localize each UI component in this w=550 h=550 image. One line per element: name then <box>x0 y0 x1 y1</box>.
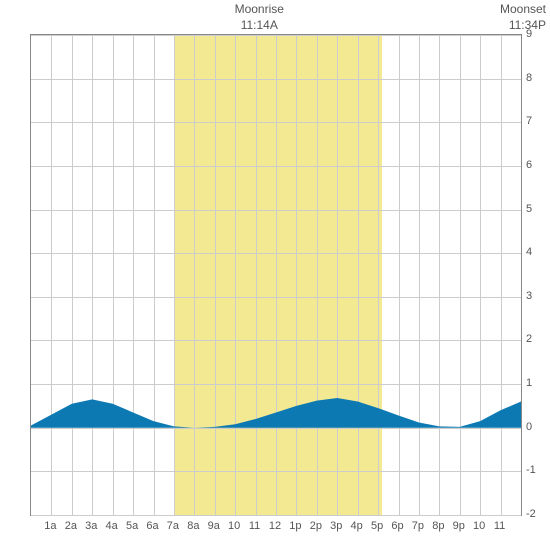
plot-area <box>30 34 522 516</box>
y-tick-label: 8 <box>526 72 532 84</box>
x-tick-label: 3p <box>330 520 342 532</box>
x-tick-label: 5p <box>371 520 383 532</box>
x-tick-label: 12 <box>269 520 281 532</box>
x-tick-label: 2a <box>65 520 77 532</box>
moonset-label: Moonset 11:34P <box>500 2 546 33</box>
y-tick-label: 4 <box>526 246 532 258</box>
x-tick-label: 7a <box>167 520 179 532</box>
moonset-time: 11:34P <box>500 18 546 34</box>
y-tick-label: 7 <box>526 115 532 127</box>
moonset-title: Moonset <box>500 2 546 18</box>
x-tick-label: 8p <box>432 520 444 532</box>
y-tick-label: 0 <box>526 421 532 433</box>
x-tick-label: 1a <box>44 520 56 532</box>
x-tick-label: 5a <box>126 520 138 532</box>
x-tick-label: 4a <box>106 520 118 532</box>
x-tick-label: 3a <box>85 520 97 532</box>
y-tick-label: 1 <box>526 377 532 389</box>
y-tick-label: 6 <box>526 159 532 171</box>
x-tick-label: 2p <box>310 520 322 532</box>
grid-line-h <box>31 515 521 516</box>
x-tick-label: 9a <box>208 520 220 532</box>
moonrise-title: Moonrise <box>229 2 289 18</box>
x-tick-label: 6a <box>146 520 158 532</box>
y-tick-label: 9 <box>526 28 532 40</box>
y-tick-label: 3 <box>526 290 532 302</box>
moonrise-label: Moonrise 11:14A <box>229 2 289 33</box>
x-tick-label: 4p <box>351 520 363 532</box>
x-tick-label: 1p <box>289 520 301 532</box>
tide-fill <box>31 398 521 428</box>
tide-area <box>31 35 521 515</box>
y-tick-label: 5 <box>526 203 532 215</box>
x-tick-label: 10 <box>228 520 240 532</box>
x-tick-label: 11 <box>494 520 505 532</box>
x-tick-label: 7p <box>412 520 424 532</box>
x-tick-label: 6p <box>391 520 403 532</box>
tide-chart: Moonrise 11:14A Moonset 11:34P 1a 2a 3a 4a 5… <box>0 0 550 550</box>
y-tick-label: 2 <box>526 333 532 345</box>
x-tick-label: 9p <box>453 520 465 532</box>
x-tick-label: 8a <box>187 520 199 532</box>
x-tick-label: 11 <box>249 520 260 532</box>
y-tick-label: -1 <box>526 464 536 476</box>
moonrise-time: 11:14A <box>229 18 289 34</box>
x-tick-label: 10 <box>473 520 485 532</box>
y-tick-label: -2 <box>526 508 536 520</box>
